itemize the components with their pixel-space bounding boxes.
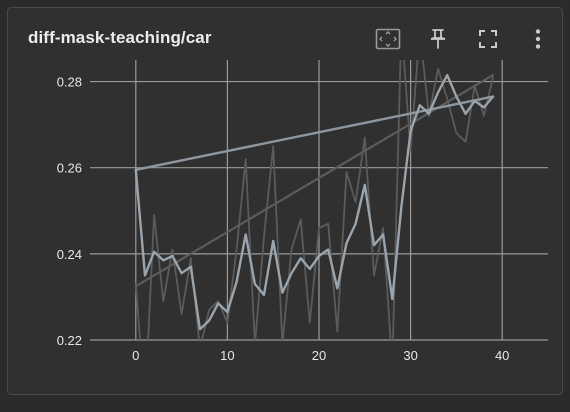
x-tick-label: 40 <box>495 348 509 363</box>
y-tick-label: 0.26 <box>57 161 82 176</box>
x-tick-label: 30 <box>403 348 417 363</box>
x-tick-label: 0 <box>132 348 139 363</box>
y-tick-label: 0.22 <box>57 333 82 348</box>
series-line-smoothed[interactable] <box>136 75 493 329</box>
x-tick-label: 20 <box>312 348 326 363</box>
y-tick-label: 0.24 <box>57 247 82 262</box>
y-tick-label: 0.28 <box>57 75 82 90</box>
tick-labels: 0 10 20 30 40 0.22 0.24 0.26 0.28 <box>57 75 510 363</box>
series-line-trend[interactable] <box>136 97 493 170</box>
x-tick-label: 10 <box>220 348 234 363</box>
